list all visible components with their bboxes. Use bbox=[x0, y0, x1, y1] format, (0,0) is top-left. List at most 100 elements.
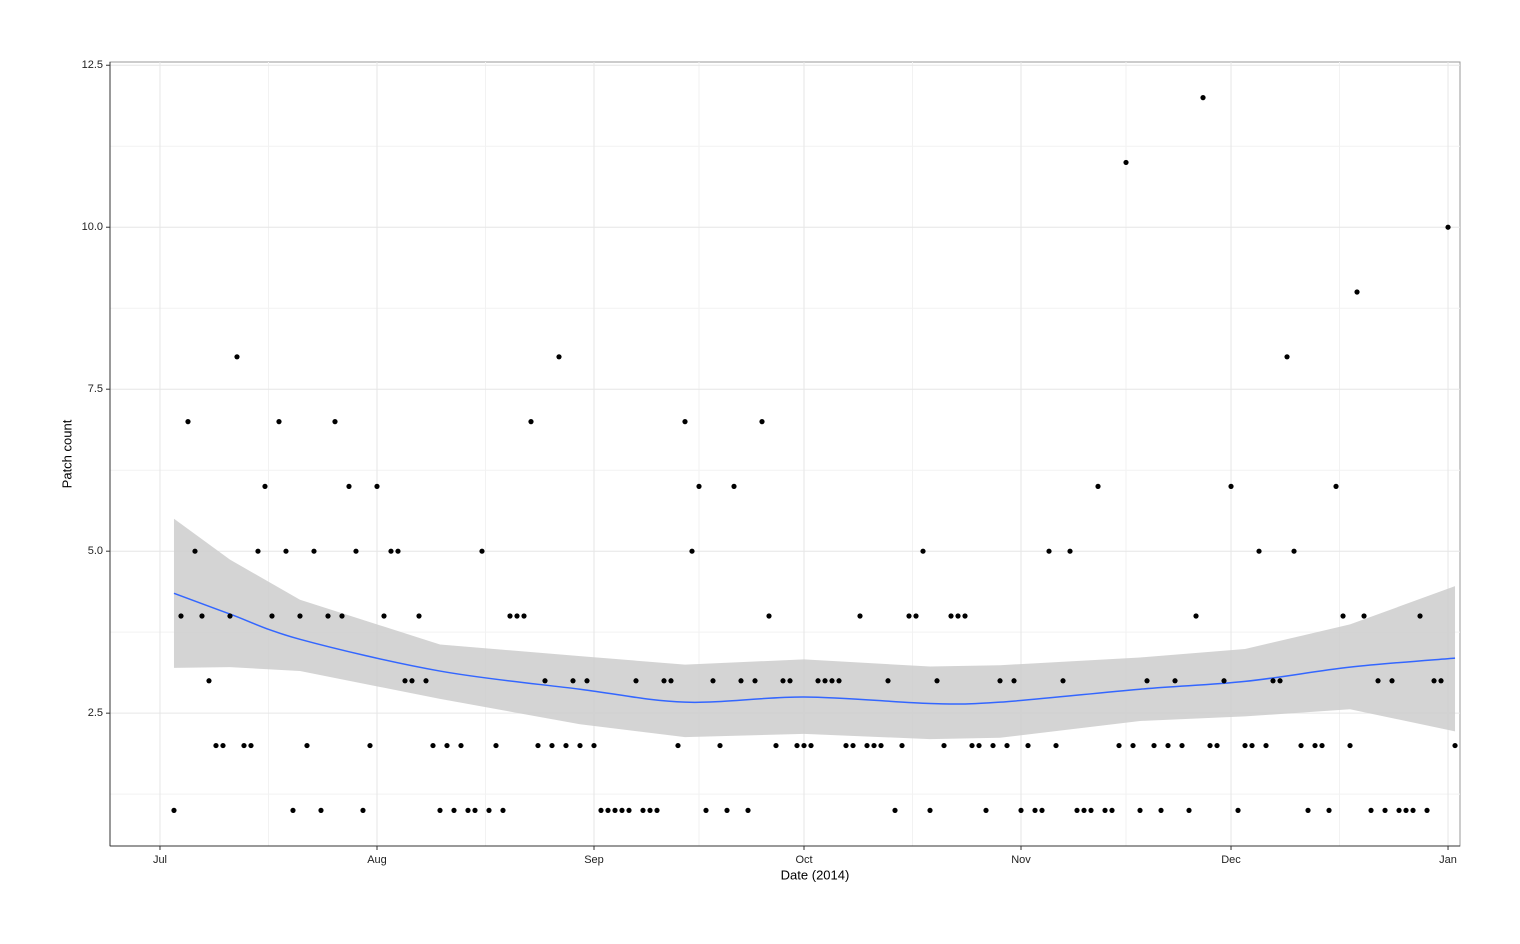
data-point bbox=[955, 613, 961, 619]
data-point bbox=[1172, 678, 1178, 684]
data-point bbox=[1228, 483, 1234, 489]
data-point bbox=[591, 742, 597, 749]
data-point bbox=[220, 742, 226, 749]
data-point bbox=[1025, 742, 1031, 749]
data-point bbox=[850, 742, 856, 749]
data-point bbox=[283, 548, 289, 554]
data-point bbox=[430, 742, 436, 749]
data-point bbox=[1298, 742, 1304, 749]
data-point bbox=[1200, 95, 1206, 101]
data-point bbox=[171, 807, 177, 813]
data-point bbox=[640, 807, 646, 813]
data-point bbox=[1081, 807, 1087, 813]
data-point bbox=[1074, 807, 1080, 813]
data-point bbox=[1431, 678, 1437, 684]
data-point bbox=[913, 613, 919, 619]
y-tick-label: 5.0 bbox=[88, 545, 103, 557]
data-point bbox=[787, 678, 793, 684]
data-point bbox=[269, 613, 275, 619]
data-point bbox=[1256, 548, 1262, 554]
y-tick-label: 7.5 bbox=[88, 383, 103, 395]
data-point bbox=[871, 742, 877, 749]
data-point bbox=[556, 354, 562, 360]
data-point bbox=[458, 742, 464, 749]
data-point bbox=[1207, 742, 1213, 749]
data-point bbox=[710, 678, 716, 684]
x-axis-title: Date (2014) bbox=[781, 867, 850, 882]
data-point bbox=[682, 419, 688, 425]
data-point bbox=[948, 613, 954, 619]
data-point bbox=[227, 613, 233, 619]
data-point bbox=[647, 807, 653, 813]
x-tick-label: Nov bbox=[1011, 854, 1031, 866]
data-point bbox=[521, 613, 527, 619]
data-point bbox=[388, 548, 394, 554]
data-point bbox=[542, 678, 548, 684]
data-point bbox=[1410, 807, 1416, 813]
data-point bbox=[339, 613, 345, 619]
x-tick-label: Oct bbox=[795, 854, 812, 866]
data-point bbox=[199, 613, 205, 619]
data-point bbox=[668, 678, 674, 684]
data-point bbox=[822, 678, 828, 684]
data-point bbox=[1319, 742, 1325, 749]
data-point bbox=[577, 742, 583, 749]
data-point bbox=[1340, 613, 1346, 619]
data-point bbox=[402, 678, 408, 684]
data-point bbox=[626, 807, 632, 813]
data-point bbox=[444, 742, 450, 749]
y-tick-label: 12.5 bbox=[82, 59, 103, 71]
data-point bbox=[717, 742, 723, 749]
data-point bbox=[535, 742, 541, 749]
data-point bbox=[689, 548, 695, 554]
data-point bbox=[479, 548, 485, 554]
data-point bbox=[661, 678, 667, 684]
data-point bbox=[766, 613, 772, 619]
data-point bbox=[584, 678, 590, 684]
data-point bbox=[1270, 678, 1276, 684]
data-point bbox=[381, 613, 387, 619]
data-point bbox=[395, 548, 401, 554]
data-point bbox=[416, 613, 422, 619]
data-point bbox=[696, 483, 702, 489]
data-point bbox=[815, 678, 821, 684]
data-point bbox=[304, 742, 310, 749]
data-point bbox=[213, 742, 219, 749]
data-point bbox=[472, 807, 478, 813]
data-point bbox=[206, 678, 212, 684]
y-tick-label: 2.5 bbox=[88, 707, 103, 719]
data-point bbox=[1403, 807, 1409, 813]
data-point bbox=[563, 742, 569, 749]
data-point bbox=[409, 678, 415, 684]
data-point bbox=[1032, 807, 1038, 813]
data-point bbox=[1165, 742, 1171, 749]
data-point bbox=[486, 807, 492, 813]
data-point bbox=[451, 807, 457, 813]
data-point bbox=[346, 483, 352, 489]
data-point bbox=[1158, 807, 1164, 813]
data-point bbox=[899, 742, 905, 749]
data-point bbox=[1375, 678, 1381, 684]
data-point bbox=[1214, 742, 1220, 749]
data-point bbox=[262, 483, 268, 489]
y-axis-title: Patch count bbox=[59, 419, 74, 488]
data-point bbox=[374, 483, 380, 489]
data-point bbox=[241, 742, 247, 749]
data-point bbox=[255, 548, 261, 554]
data-point bbox=[1389, 678, 1395, 684]
data-point bbox=[1060, 678, 1066, 684]
data-point bbox=[990, 742, 996, 749]
data-point bbox=[773, 742, 779, 749]
data-point bbox=[1004, 742, 1010, 749]
data-point bbox=[836, 678, 842, 684]
data-point bbox=[1179, 742, 1185, 749]
data-point bbox=[745, 807, 751, 813]
data-point bbox=[1137, 807, 1143, 813]
data-point bbox=[311, 548, 317, 554]
data-point bbox=[549, 742, 555, 749]
data-point bbox=[1144, 678, 1150, 684]
data-point bbox=[1130, 742, 1136, 749]
x-tick-label: Sep bbox=[584, 854, 604, 866]
data-point bbox=[864, 742, 870, 749]
